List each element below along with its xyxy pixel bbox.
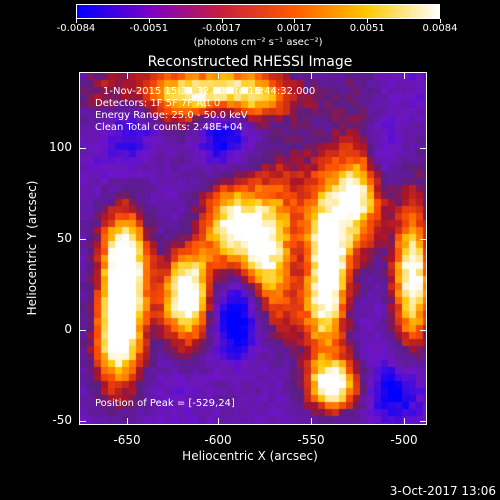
x-tick-mark <box>218 73 219 79</box>
colorbar-tick-label: 0.0017 <box>276 23 312 34</box>
x-tick-label: -550 <box>297 433 325 447</box>
colorbar-tick <box>440 19 441 23</box>
x-tick-mark <box>404 418 405 424</box>
x-tick-label: -650 <box>113 433 141 447</box>
colorbar-tick-label: -0.0084 <box>56 23 96 34</box>
y-tick-mark <box>420 148 426 149</box>
colorbar-tick-label: 0.0084 <box>422 23 458 34</box>
y-tick-mark <box>80 239 86 240</box>
y-tick-mark <box>420 421 426 422</box>
y-tick-mark <box>80 148 86 149</box>
x-tick-mark <box>127 73 128 79</box>
detectors-text: Detectors: 1F 5F 7F Att 0 <box>95 98 221 109</box>
y-tick-label: 100 <box>49 140 72 154</box>
y-tick-label: 0 <box>64 322 72 336</box>
colorbar <box>76 4 440 19</box>
x-tick-mark <box>404 73 405 79</box>
colorbar-tick <box>294 19 296 23</box>
colorbar-tick <box>367 19 369 23</box>
colorbar-tick-label: 0.0051 <box>349 23 385 34</box>
colorbar-units: (photons cm⁻² s⁻¹ asec⁻²) <box>193 37 323 48</box>
x-tick-mark <box>218 418 219 424</box>
y-tick-mark <box>420 239 426 240</box>
time-range-text: 1-Nov-2015 15:34:32.000 to 15:44:32.000 <box>103 86 316 97</box>
y-tick-label: -50 <box>52 413 72 427</box>
colorbar-tick-label: -0.0051 <box>129 23 169 34</box>
y-tick-mark <box>80 330 86 331</box>
x-tick-mark <box>127 418 128 424</box>
y-axis-label: Heliocentric Y (arcsec) <box>25 180 39 316</box>
clean-counts-text: Clean Total counts: 2.48E+04 <box>95 122 243 133</box>
x-tick-mark <box>311 73 312 79</box>
colorbar-tick <box>221 19 223 23</box>
colorbar-tick <box>148 19 150 23</box>
footer-date: 3-Oct-2017 13:06 <box>389 484 496 498</box>
x-axis-label: Heliocentric X (arcsec) <box>182 449 318 463</box>
x-tick-mark <box>311 418 312 424</box>
y-tick-label: 50 <box>56 231 72 245</box>
rhessi-image <box>80 73 426 424</box>
energy-range-text: Energy Range: 25.0 - 50.0 keV <box>95 110 248 121</box>
plot-frame <box>79 72 427 425</box>
plot-title: Reconstructed RHESSI Image <box>147 54 353 70</box>
y-tick-mark <box>420 330 426 331</box>
colorbar-tick <box>76 19 77 23</box>
peak-position-text: Position of Peak = [-529,24] <box>95 398 235 409</box>
y-tick-mark <box>80 421 86 422</box>
x-tick-label: -500 <box>390 433 418 447</box>
colorbar-tick-label: -0.0017 <box>202 23 241 34</box>
x-tick-label: -600 <box>204 433 232 447</box>
